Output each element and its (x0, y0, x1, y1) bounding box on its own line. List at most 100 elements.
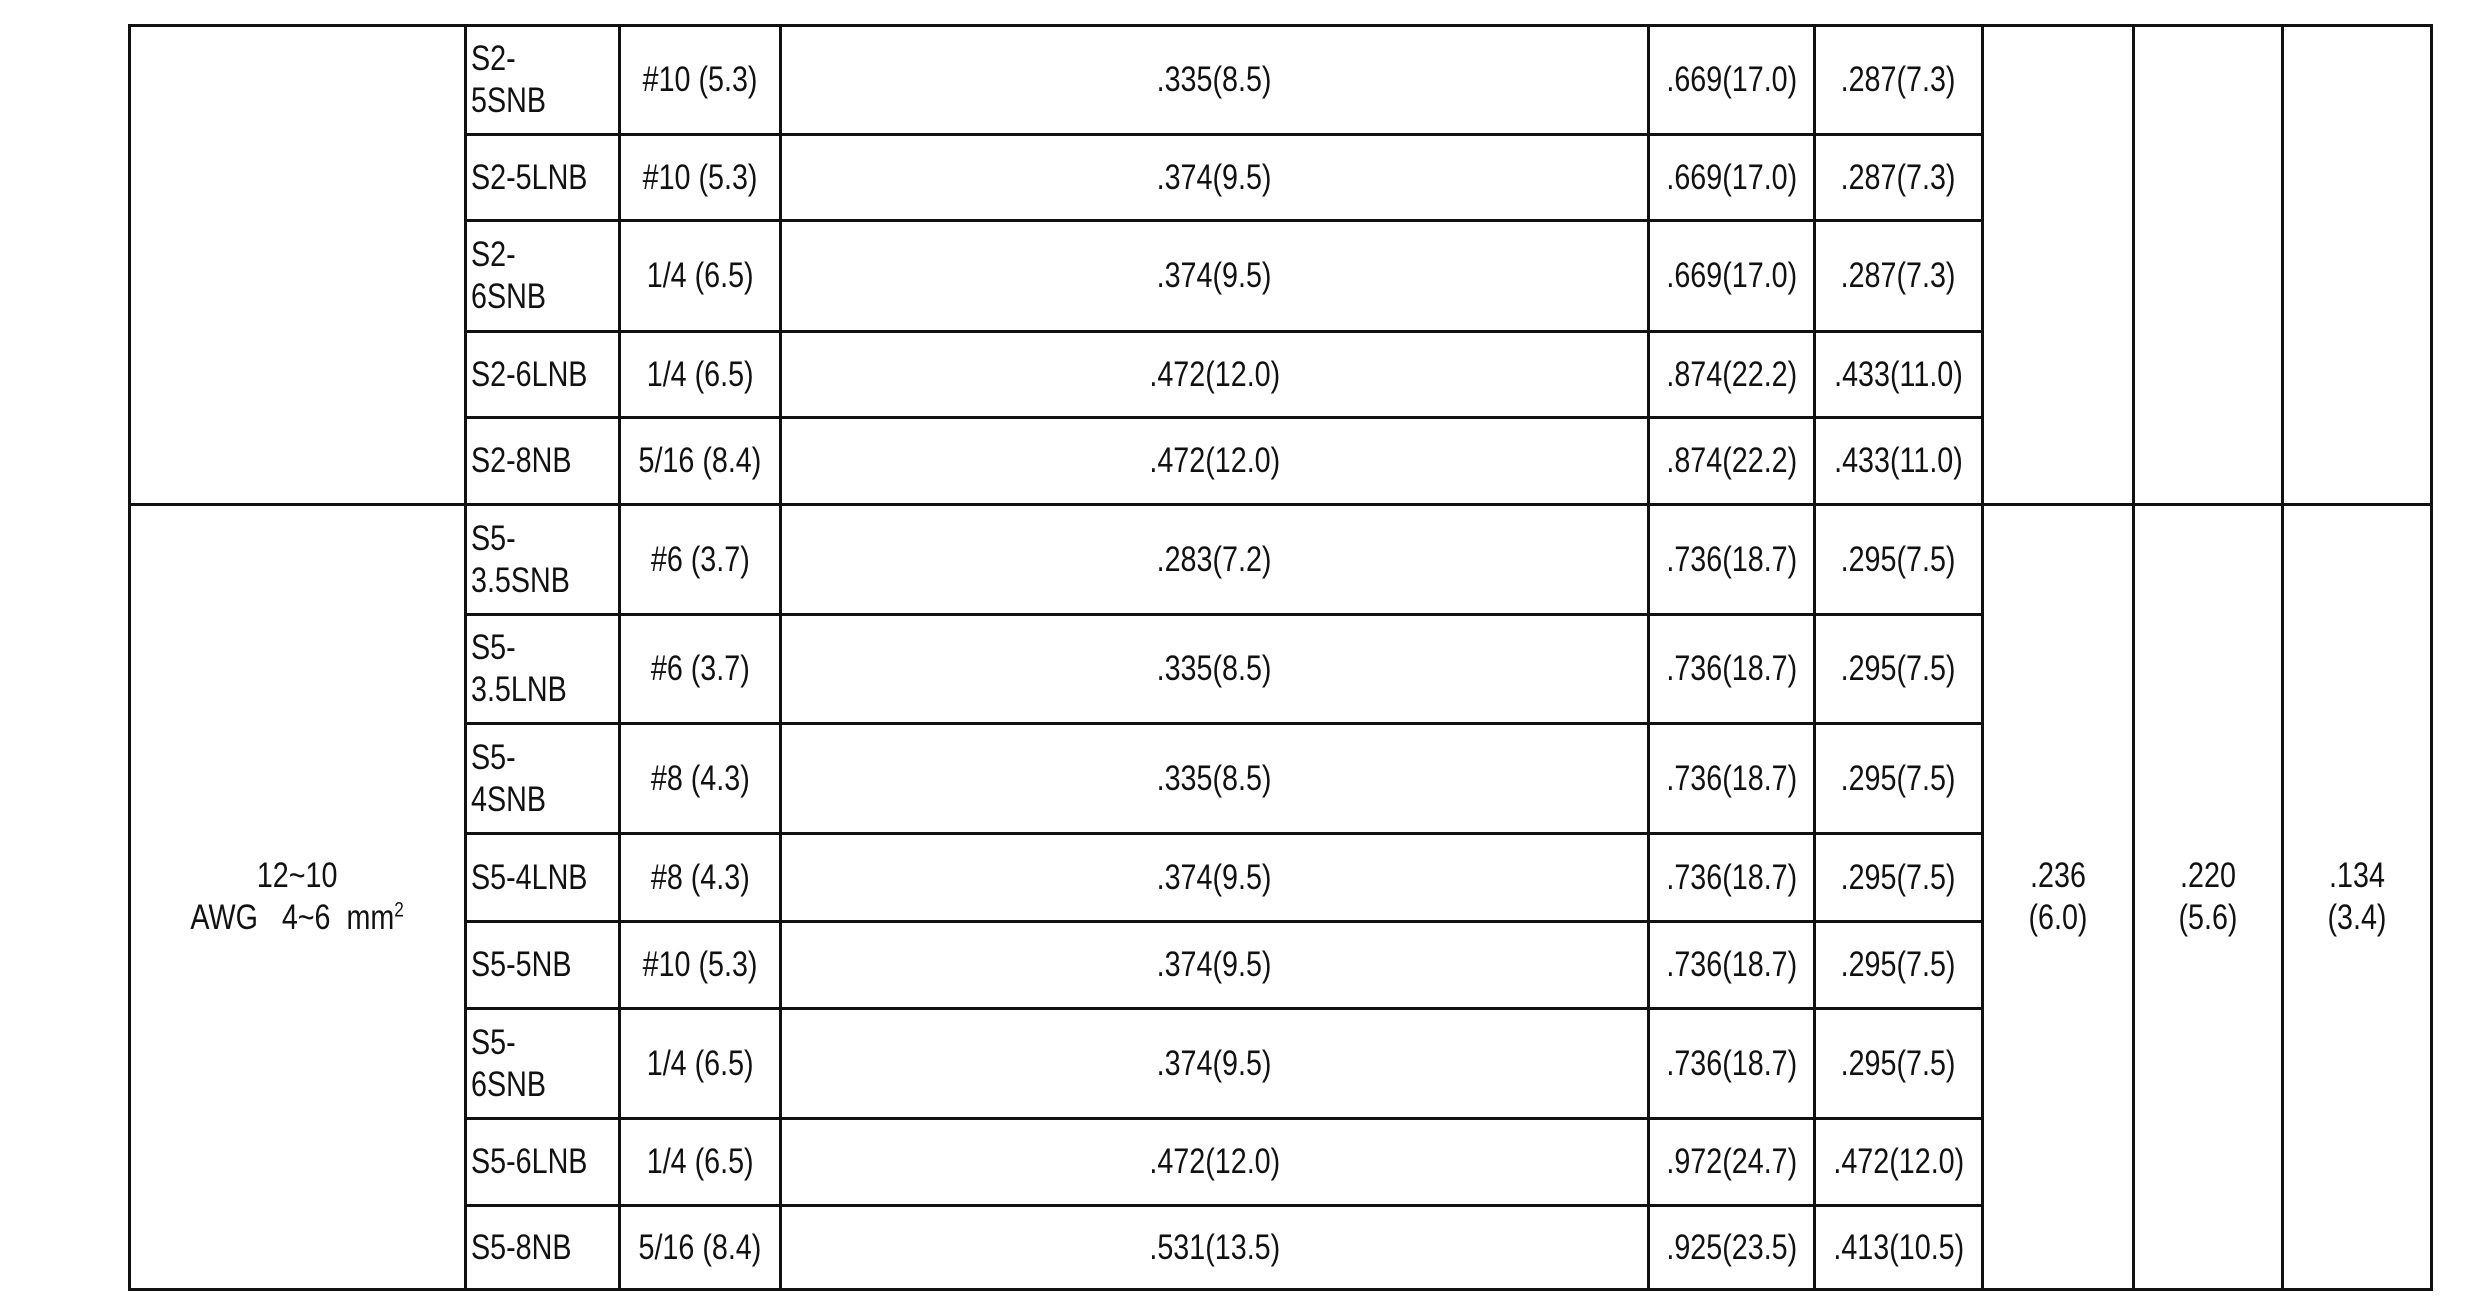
f-dimension-cell: .287(7.3) (1813, 219, 1984, 333)
f-dimension-cell: .295(7.5) (1813, 1007, 1984, 1120)
model-cell: S5-4LNB (464, 832, 621, 923)
stud-size-cell: 1/4 (6.5) (618, 219, 782, 333)
model-cell: S5-8NB (464, 1204, 621, 1291)
f-dimension-cell-text: .472(12.0) (1833, 1142, 1964, 1181)
terminal-spec-table: S2-5SNB #10 (5.3) .335(8.5) .669(17.0) .287(… (128, 24, 2433, 1291)
stud-size-cell-text: #6 (3.7) (650, 539, 750, 579)
f-dimension-cell: .287(7.3) (1813, 24, 1984, 136)
f-dimension-cell-text: .287(7.3) (1841, 60, 1956, 99)
dimension-mm: (3.4) (2327, 898, 2387, 937)
model-cell: S2-5LNB (464, 133, 621, 222)
dimension-inch: .134 (2329, 856, 2385, 895)
table-row: S2-8NB 5/16 (8.4) .472(12.0) .874(22.2) .433… (130, 416, 2432, 506)
stud-size-cell-text: #8 (4.3) (650, 857, 750, 897)
dimension-col_b (2132, 24, 2284, 506)
stud-size-cell-text: 5/16 (8.4) (638, 441, 762, 480)
f-dimension-cell-text: .287(7.3) (1841, 256, 1956, 295)
model-cell: S2-6LNB (464, 330, 621, 419)
length-cell: .925(23.5) (1647, 1204, 1816, 1291)
dimension-mm: (5.6) (2178, 898, 2238, 937)
model-cell-text: S2-6SNB (471, 235, 546, 316)
f-dimension-cell-text: .413(10.5) (1833, 1227, 1964, 1267)
f-dimension-cell: .433(11.0) (1813, 416, 1984, 506)
dimension-mm: (6.0) (2028, 898, 2088, 937)
f-dimension-cell: .413(10.5) (1813, 1204, 1984, 1291)
model-cell-text: S5-3.5LNB (471, 628, 567, 709)
dimension-col_b: .220 (5.6) (2132, 503, 2284, 1291)
model-cell: S5-3.5SNB (464, 503, 621, 616)
model-cell-text: S2-5SNB (471, 39, 546, 120)
stud-size-cell-text: #10 (5.3) (642, 60, 758, 99)
table-row: S5-6LNB 1/4 (6.5) .472(12.0) .972(24.7) .472… (130, 1117, 2432, 1207)
width-cell-text: .335(8.5) (1157, 758, 1272, 798)
f-dimension-cell: .287(7.3) (1813, 133, 1984, 222)
width-cell: .374(9.5) (779, 832, 1650, 923)
table-row: S5-5NB #10 (5.3) .374(9.5) .736(18.7) .295(7… (130, 920, 2432, 1010)
wire-range: 12~10 (257, 856, 338, 895)
width-cell-text: .374(9.5) (1157, 157, 1272, 197)
f-dimension-cell: .295(7.5) (1813, 920, 1984, 1010)
length-cell-text: .736(18.7) (1666, 649, 1797, 688)
length-cell: .874(22.2) (1647, 416, 1816, 506)
model-cell: S5-6SNB (464, 1007, 621, 1120)
stud-size-cell: #10 (5.3) (618, 24, 782, 136)
width-cell-text: .335(8.5) (1157, 60, 1272, 99)
f-dimension-cell-text: .433(11.0) (1834, 441, 1963, 480)
stud-size-cell-text: 1/4 (6.5) (646, 1142, 754, 1181)
stud-size-cell: 1/4 (6.5) (618, 1007, 782, 1120)
f-dimension-cell-text: .295(7.5) (1841, 1043, 1956, 1083)
model-cell-text: S5-3.5SNB (471, 518, 570, 600)
dimension-col_c (2281, 24, 2433, 506)
stud-size-cell-text: 1/4 (6.5) (646, 1043, 754, 1083)
length-cell: .972(24.7) (1647, 1117, 1816, 1207)
model-cell-text: S5-4LNB (471, 857, 588, 897)
dimension-col_a (1981, 24, 2135, 506)
wire-unit: AWG 4~6 mm (190, 898, 395, 937)
dimension-col_a: .236 (6.0) (1981, 503, 2135, 1291)
width-cell-text: .531(13.5) (1149, 1227, 1280, 1267)
stud-size-cell: #8 (4.3) (618, 722, 782, 835)
length-cell: .736(18.7) (1647, 503, 1816, 616)
width-cell: .472(12.0) (779, 330, 1650, 419)
model-cell-text: S5-4SNB (471, 737, 546, 819)
model-cell-text: S2-5LNB (471, 157, 588, 197)
model-cell-text: S2-6LNB (471, 354, 588, 394)
length-cell-text: .925(23.5) (1666, 1227, 1797, 1267)
length-cell-text: .736(18.7) (1666, 539, 1797, 579)
model-cell: S5-6LNB (464, 1117, 621, 1207)
width-cell: .472(12.0) (779, 1117, 1650, 1207)
f-dimension-cell: .295(7.5) (1813, 503, 1984, 616)
width-cell: .531(13.5) (779, 1204, 1650, 1291)
model-cell: S5-4SNB (464, 722, 621, 835)
width-cell: .335(8.5) (779, 613, 1650, 725)
f-dimension-cell-text: .295(7.5) (1841, 758, 1956, 798)
stud-size-cell: 1/4 (6.5) (618, 1117, 782, 1207)
length-cell: .736(18.7) (1647, 920, 1816, 1010)
table-row: S2-6SNB 1/4 (6.5) .374(9.5) .669(17.0) .287(… (130, 219, 2432, 333)
f-dimension-cell-text: .433(11.0) (1834, 354, 1963, 394)
stud-size-cell-text: #8 (4.3) (650, 758, 750, 798)
width-cell-text: .374(9.5) (1157, 945, 1272, 984)
stud-size-cell: #10 (5.3) (618, 920, 782, 1010)
model-cell-text: S5-6LNB (471, 1142, 588, 1181)
length-cell: .874(22.2) (1647, 330, 1816, 419)
stud-size-cell-text: #10 (5.3) (642, 945, 758, 984)
f-dimension-cell-text: .295(7.5) (1841, 649, 1956, 688)
f-dimension-cell: .433(11.0) (1813, 330, 1984, 419)
width-cell: .335(8.5) (779, 722, 1650, 835)
wire-range-cell: 12~10 AWG 4~6 mm2 (128, 503, 467, 1291)
stud-size-cell: #6 (3.7) (618, 613, 782, 725)
length-cell-text: .669(17.0) (1666, 256, 1797, 295)
length-cell-text: .972(24.7) (1666, 1142, 1797, 1181)
model-cell: S2-5SNB (464, 24, 621, 136)
model-cell-text: S5-8NB (471, 1227, 572, 1267)
table-row: S5-4LNB #8 (4.3) .374(9.5) .736(18.7) .295(7… (130, 832, 2432, 923)
model-cell: S5-3.5LNB (464, 613, 621, 725)
table-row: S2-6LNB 1/4 (6.5) .472(12.0) .874(22.2) .433… (130, 330, 2432, 419)
length-cell-text: .669(17.0) (1666, 157, 1797, 197)
length-cell: .736(18.7) (1647, 832, 1816, 923)
dimension-inch: .236 (2030, 856, 2086, 895)
f-dimension-cell-text: .295(7.5) (1841, 945, 1956, 984)
stud-size-cell-text: #6 (3.7) (650, 649, 750, 688)
length-cell: .736(18.7) (1647, 613, 1816, 725)
